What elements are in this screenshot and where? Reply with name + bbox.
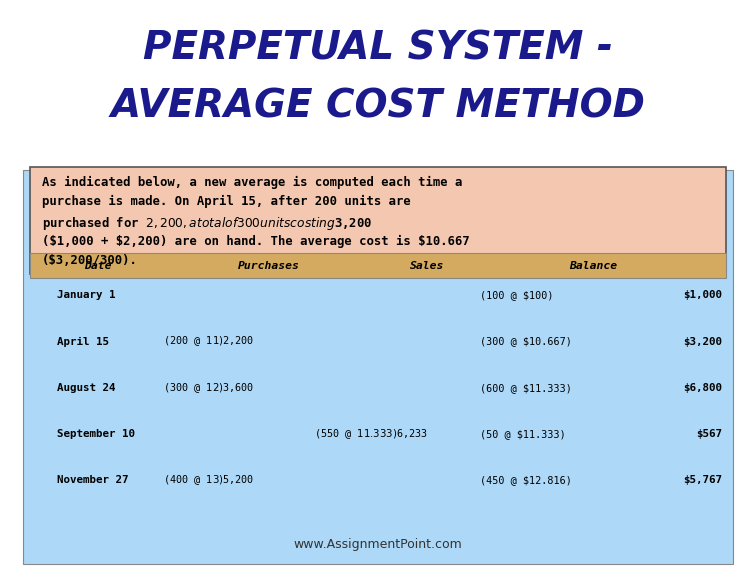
Text: Sales: Sales (410, 260, 445, 271)
Text: (550 @ $11.333)  $6,233: (550 @ $11.333) $6,233 (314, 427, 427, 441)
Text: (300 @ $12)  $3,600: (300 @ $12) $3,600 (163, 381, 254, 395)
Text: August 24: August 24 (57, 382, 115, 393)
Text: AVERAGE COST METHOD: AVERAGE COST METHOD (110, 88, 646, 126)
Text: (400 @ $13)  $5,200: (400 @ $13) $5,200 (163, 473, 254, 487)
Text: Purchases: Purchases (237, 260, 299, 271)
Text: $3,200: $3,200 (683, 336, 722, 347)
Text: (50 @ $11.333): (50 @ $11.333) (480, 429, 565, 439)
Text: $6,800: $6,800 (683, 382, 722, 393)
Text: November 27: November 27 (57, 475, 129, 485)
FancyBboxPatch shape (30, 167, 726, 274)
Text: purchased for $2,200, a total of 300 units costing $3,200: purchased for $2,200, a total of 300 uni… (42, 215, 372, 232)
Text: $1,000: $1,000 (683, 290, 722, 301)
Text: January 1: January 1 (57, 290, 115, 301)
Text: Balance: Balance (569, 260, 618, 271)
Text: $5,767: $5,767 (683, 475, 722, 485)
FancyBboxPatch shape (30, 253, 726, 278)
Text: September 10: September 10 (57, 429, 135, 439)
Text: Date: Date (85, 260, 112, 271)
Text: (100 @ $100): (100 @ $100) (480, 290, 553, 301)
Text: www.AssignmentPoint.com: www.AssignmentPoint.com (293, 538, 463, 551)
Text: (300 @ $10.667): (300 @ $10.667) (480, 336, 572, 347)
Text: April 15: April 15 (57, 336, 109, 347)
Text: (200 @ $11)  $2,200: (200 @ $11) $2,200 (163, 335, 254, 348)
Text: (450 @ $12.816): (450 @ $12.816) (480, 475, 572, 485)
Text: $567: $567 (696, 429, 722, 439)
Text: As indicated below, a new average is computed each time a: As indicated below, a new average is com… (42, 176, 462, 189)
Text: purchase is made. On April 15, after 200 units are: purchase is made. On April 15, after 200… (42, 195, 411, 209)
FancyBboxPatch shape (23, 170, 733, 564)
Text: ($1,000 + $2,200) are on hand. The average cost is $10.667: ($1,000 + $2,200) are on hand. The avera… (42, 234, 469, 248)
Text: (600 @ $11.333): (600 @ $11.333) (480, 382, 572, 393)
Text: PERPETUAL SYSTEM -: PERPETUAL SYSTEM - (143, 30, 613, 68)
Text: ($3,200/300).: ($3,200/300). (42, 254, 138, 267)
